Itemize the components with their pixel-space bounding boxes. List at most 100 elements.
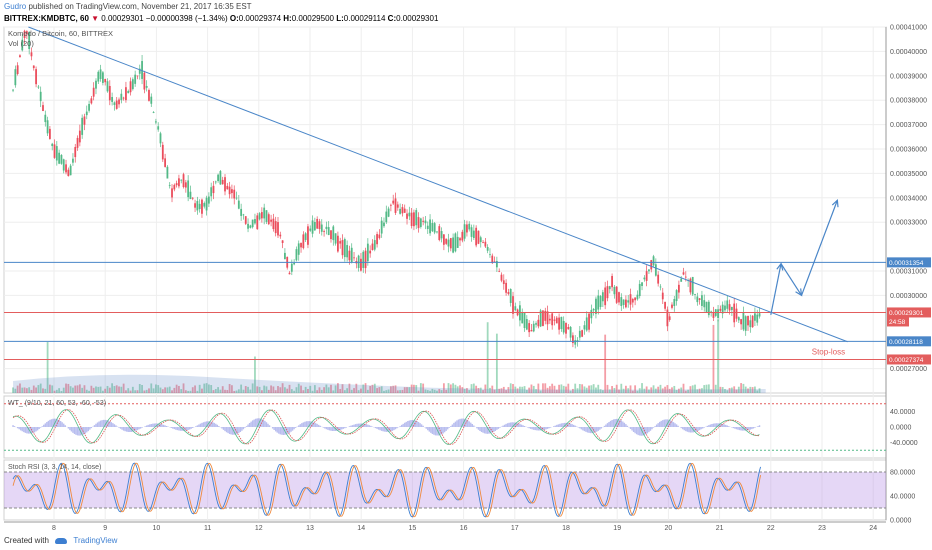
volume-label: Vol (20): [8, 39, 34, 48]
volume-bar: [178, 385, 180, 393]
candle-body: [258, 213, 261, 220]
candle-body: [171, 188, 173, 198]
candle-body: [636, 294, 639, 300]
volume-bar: [16, 385, 19, 393]
volume-bar: [728, 387, 731, 393]
volume-bar: [408, 387, 411, 393]
volume-bar: [154, 384, 157, 393]
candle-body: [334, 233, 337, 244]
volume-bar: [532, 385, 535, 393]
candle-body: [747, 315, 749, 326]
volume-bar: [198, 384, 201, 393]
volume-bar: [555, 389, 558, 393]
volume-bar: [32, 385, 35, 393]
volume-bar: [164, 387, 167, 393]
volume-bar: [461, 387, 464, 393]
candle-body: [429, 219, 431, 234]
volume-bar: [194, 385, 196, 393]
volume-bar: [606, 384, 609, 393]
tradingview-link[interactable]: TradingView: [73, 536, 118, 545]
candle-body: [484, 241, 487, 247]
volume-bar: [553, 385, 556, 393]
volume-bar: [558, 384, 560, 393]
candle-body: [37, 86, 40, 88]
candle-body: [161, 144, 164, 160]
candle-body: [231, 189, 233, 194]
y-tick-label: 0.00038000: [890, 98, 927, 105]
volume-bar: [327, 387, 330, 393]
candle-body: [72, 158, 74, 163]
volume-bar: [385, 390, 388, 393]
publish-info: Gudro published on TradingView.com, Nove…: [4, 2, 252, 11]
volume-bar: [330, 384, 332, 393]
candle-body: [719, 308, 722, 311]
volume-bar: [260, 390, 263, 393]
volume-bar: [551, 383, 554, 393]
candle-body: [648, 269, 650, 272]
level-label-resistance: 0.00031354: [889, 260, 924, 267]
candle-body: [143, 72, 146, 90]
volume-bar: [733, 386, 736, 393]
volume-bar: [37, 385, 40, 393]
volume-bar: [516, 388, 519, 393]
candle-body: [260, 212, 263, 219]
y-tick-label: 0.00041000: [890, 25, 927, 32]
volume-bar: [203, 383, 206, 393]
level-tag-current: [887, 307, 931, 318]
candle-body: [366, 243, 369, 262]
volume-bar: [39, 383, 42, 393]
volume-bar: [625, 385, 627, 393]
volume-bar: [742, 383, 745, 393]
author-link[interactable]: Gudro: [4, 2, 27, 11]
candle-body: [495, 260, 498, 268]
candle-body: [115, 100, 118, 109]
volume-bar: [744, 386, 747, 393]
wt-panel: [3, 395, 887, 459]
candle-body: [394, 198, 397, 213]
volume-bar: [525, 389, 528, 393]
candle-body: [203, 203, 206, 207]
volume-bar: [295, 387, 298, 393]
volume-bar: [343, 390, 346, 393]
candle-body: [525, 319, 528, 330]
candle-body: [330, 230, 332, 240]
volume-bar: [436, 390, 438, 393]
volume-bar: [707, 384, 710, 393]
volume-bar: [668, 388, 671, 393]
volume-bar: [489, 387, 491, 393]
candle-body: [597, 295, 600, 310]
candle-body: [677, 284, 680, 293]
candle-body: [703, 300, 706, 308]
volume-bar: [21, 387, 24, 393]
volume-bar: [205, 383, 208, 393]
candle-body: [263, 207, 266, 219]
volume-bar: [484, 384, 487, 393]
candle-body: [325, 226, 328, 229]
candle-body: [104, 78, 107, 83]
volume-bar: [548, 386, 551, 393]
volume-bar: [701, 388, 703, 393]
candle-body: [166, 166, 169, 179]
volume-bar: [445, 389, 448, 393]
candle-body: [611, 276, 613, 288]
candle-body: [442, 234, 445, 245]
candle-body: [279, 234, 282, 237]
candle-body: [479, 237, 482, 243]
candle-body: [182, 174, 185, 188]
candle-body: [542, 310, 544, 326]
volume-bar: [226, 390, 229, 393]
candle-body: [69, 165, 72, 176]
volume-bar: [680, 387, 683, 393]
volume-bar: [134, 390, 137, 393]
candle-body: [74, 146, 77, 158]
candle-body: [320, 224, 323, 232]
volume-bar: [92, 387, 95, 393]
candle-body: [67, 169, 70, 177]
volume-bar: [49, 384, 51, 393]
candle-body: [629, 294, 632, 305]
volume-bar: [597, 384, 600, 393]
candle-body: [90, 98, 93, 104]
volume-bar: [657, 386, 660, 393]
volume-bar: [666, 385, 669, 393]
